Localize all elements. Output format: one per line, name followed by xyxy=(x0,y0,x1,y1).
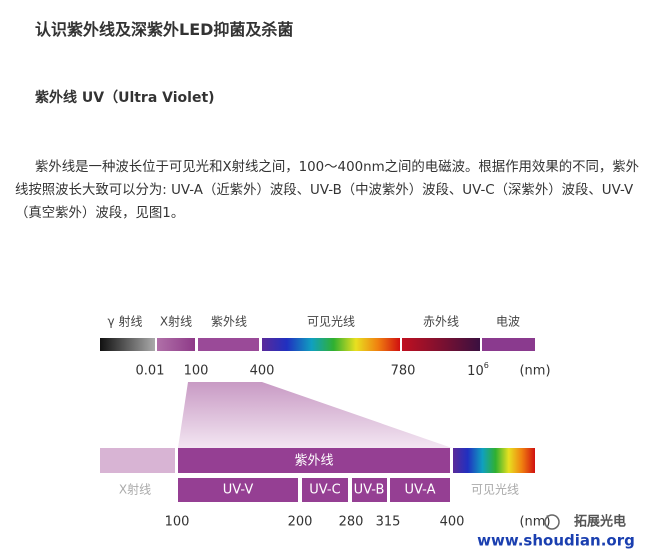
band xyxy=(100,448,175,473)
exponent: 6 xyxy=(484,361,489,370)
band xyxy=(178,478,298,502)
unit: (nm) xyxy=(519,364,550,379)
band xyxy=(302,478,348,502)
band-label: UV-A xyxy=(405,483,436,498)
band-label: 赤外线 xyxy=(423,315,459,329)
band-label: X射线 xyxy=(160,314,192,329)
band xyxy=(157,338,195,351)
scale-label: 315 xyxy=(376,515,401,530)
base: 10 xyxy=(467,364,484,379)
band xyxy=(482,338,535,351)
scale-label: 780 xyxy=(391,364,416,379)
title: 认识紫外线及深紫外LED抑菌及杀菌 xyxy=(35,20,294,39)
band-label: 电波 xyxy=(496,315,520,329)
scale-label: 100 xyxy=(184,364,209,379)
scale-label: 100 xyxy=(165,515,190,530)
scale-label: 106 xyxy=(467,361,489,379)
band xyxy=(402,338,480,351)
scale-label: 400 xyxy=(250,364,275,379)
band xyxy=(390,478,450,502)
watermark-icon xyxy=(544,514,560,530)
scale-label: 280 xyxy=(339,515,364,530)
band xyxy=(352,478,387,502)
subtitle: 紫外线 UV（Ultra Violet) xyxy=(35,90,215,106)
band-label: γ 射线 xyxy=(108,314,143,329)
band-label: 紫外线 xyxy=(294,454,333,469)
band xyxy=(453,448,535,473)
band-label: UV-B xyxy=(354,483,385,498)
band-label: 紫外线 xyxy=(211,315,247,329)
band-label: 可见光线 xyxy=(471,483,519,497)
band xyxy=(178,448,450,473)
watermark-url: www.shoudian.org xyxy=(477,532,635,550)
scale-label: 200 xyxy=(288,515,313,530)
scale-label: 400 xyxy=(440,515,465,530)
scale-label: 0.01 xyxy=(136,364,165,379)
paragraph: 紫外线是一种波长位于可见光和X射线之间，100～400nm之间的电磁波。根据作用… xyxy=(15,160,640,221)
band-label: UV-V xyxy=(223,483,254,498)
band-label: X射线 xyxy=(119,482,151,497)
band xyxy=(198,338,259,351)
band xyxy=(100,338,155,351)
band-label: 可见光线 xyxy=(307,315,355,329)
unit: (nm) xyxy=(519,515,550,530)
band-label: UV-C xyxy=(309,483,340,498)
zoom xyxy=(178,382,452,448)
band xyxy=(262,338,400,351)
watermark-brand: 拓展光电 xyxy=(574,514,626,530)
